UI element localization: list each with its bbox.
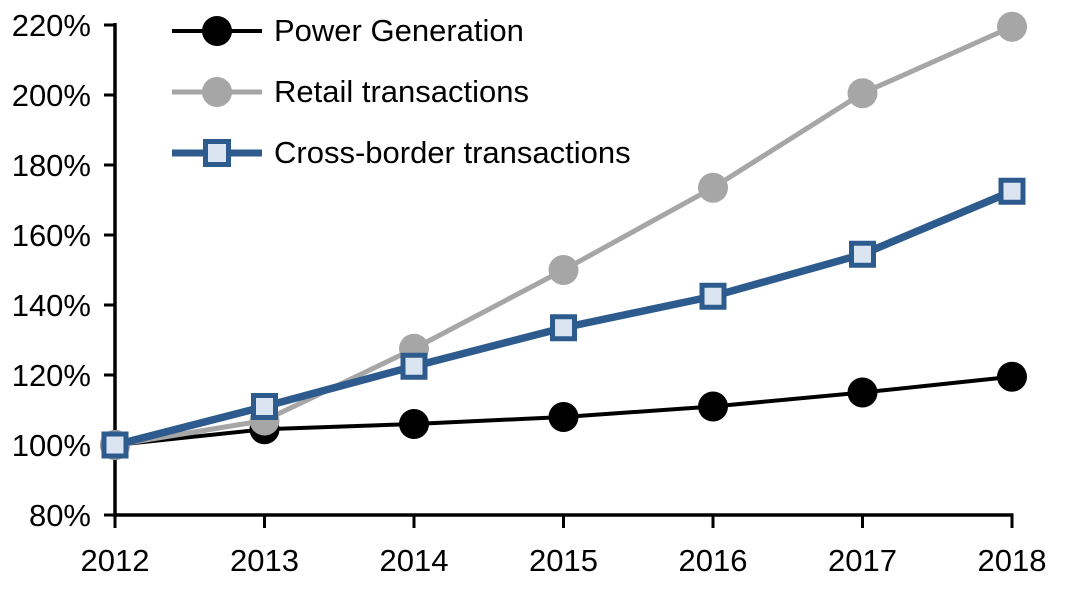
y-tick-label: 200%	[12, 78, 91, 113]
data-point-1-2016	[698, 391, 728, 422]
y-tick-label: 220%	[12, 8, 91, 43]
data-point-1-2015	[548, 402, 579, 432]
data-point-3-2014	[400, 352, 428, 380]
legend-item-power-generation: Power Generation	[172, 13, 524, 49]
x-tick-label: 2013	[230, 543, 299, 578]
data-point-2-2015	[548, 255, 579, 285]
data-point-1-2014	[399, 409, 429, 439]
data-point-3-2016	[699, 282, 727, 310]
data-point-1-2018	[997, 361, 1027, 392]
data-point-3-2018	[998, 177, 1026, 205]
x-tick-label: 2018	[978, 543, 1047, 578]
data-point-3-2012	[101, 431, 129, 459]
y-tick-label: 160%	[12, 218, 91, 253]
x-tick-label: 2017	[828, 543, 897, 578]
data-point-3-2013	[251, 393, 278, 420]
y-tick-label: 100%	[12, 428, 91, 463]
x-tick-label: 2014	[380, 543, 449, 578]
y-tick-label: 180%	[12, 148, 91, 183]
legend-item-cross-border-transactions: Cross-border transactions	[172, 135, 631, 171]
y-tick-label: 80%	[29, 498, 91, 533]
data-point-2-2017	[847, 78, 878, 109]
x-tick-label: 2012	[81, 543, 150, 578]
x-tick-label: 2016	[679, 543, 748, 578]
legend-label-power-generation: Power Generation	[274, 13, 524, 48]
data-point-2-2018	[997, 11, 1027, 42]
legend-label-cross-border-transactions: Cross-border transactions	[274, 135, 631, 170]
data-point-2-2016	[698, 172, 728, 203]
legend-label-retail-transactions: Retail transactions	[274, 74, 530, 109]
y-tick-label: 120%	[12, 358, 91, 393]
data-point-1-2017	[847, 377, 878, 408]
y-tick-label: 140%	[12, 288, 91, 323]
x-tick-label: 2015	[529, 543, 598, 578]
data-point-3-2015	[550, 314, 577, 342]
data-point-3-2017	[849, 240, 876, 268]
legend-item-retail-transactions: Retail transactions	[172, 74, 529, 110]
